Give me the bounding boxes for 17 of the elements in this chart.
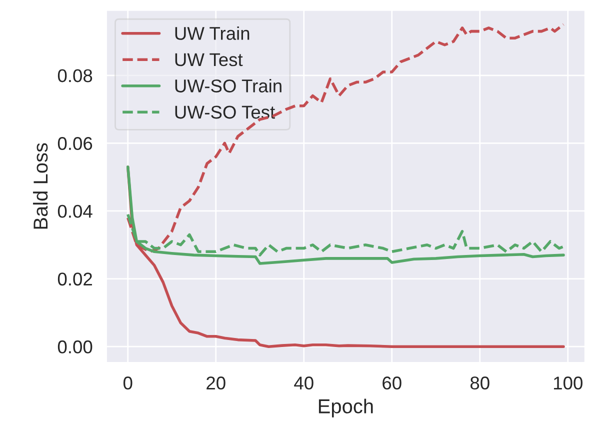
x-tick-label: 0 — [123, 376, 132, 390]
legend-label: UW Test — [175, 53, 243, 66]
x-tick-label: 20 — [206, 376, 226, 390]
y-tick-label: 0.04 — [58, 204, 92, 218]
y-tick-label: 0.08 — [58, 69, 92, 82]
y-axis-title: Bald Loss — [33, 143, 48, 229]
x-tick-label: 100 — [554, 376, 582, 390]
x-tick-label: 80 — [470, 376, 490, 390]
x-axis-title: Epoch — [318, 398, 373, 418]
x-tick-label: 60 — [382, 376, 402, 390]
y-tick-label: 0.02 — [58, 272, 92, 286]
line-series — [126, 166, 565, 265]
y-tick-label: 0.06 — [58, 137, 92, 150]
legend-label: UW Train — [175, 26, 250, 40]
y-tick-label: 0.00 — [58, 340, 92, 354]
x-tick-label: 40 — [294, 376, 314, 390]
legend-label: UW-SO Train — [175, 78, 282, 92]
